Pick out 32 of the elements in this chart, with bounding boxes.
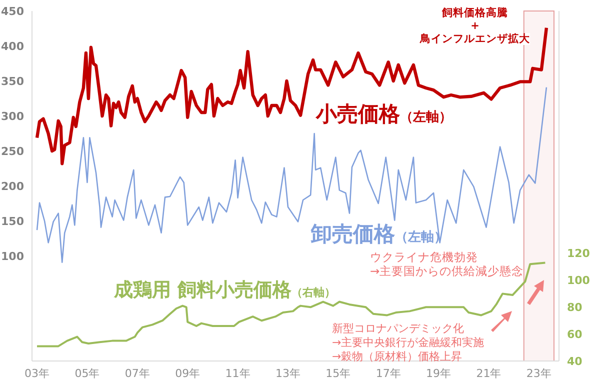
annotation: 新型コロナパンデミック化 →主要中央銀行が金融緩和実施 →穀物（原材料）価格上昇 — [332, 322, 484, 362]
x-tick-label: 11年 — [225, 366, 250, 380]
x-tick-label: 17年 — [376, 366, 401, 380]
x-tick-label: 03年 — [24, 366, 50, 380]
y-tick-label: 250 — [1, 144, 24, 158]
y2-tick-label: 80 — [567, 301, 583, 314]
y-tick-label: 300 — [1, 110, 24, 123]
x-tick-label: 07年 — [124, 366, 150, 380]
y2-tick-label: 120 — [567, 247, 590, 260]
x-tick-label: 21年 — [476, 366, 502, 380]
y-tick-label: 450 — [1, 4, 24, 18]
line-series — [36, 86, 548, 263]
y2-tick-label: 60 — [567, 328, 583, 341]
annotation: ウクライナ危機勃発 →主要国からの供給減少懸念 — [370, 250, 524, 278]
series-label: 小売価格（左軸） — [316, 102, 452, 126]
line-series — [36, 262, 546, 348]
series-label: 卸売価格（左軸） — [311, 222, 447, 246]
y2-tick-label: 40 — [567, 354, 583, 368]
y-tick-label: 150 — [1, 214, 24, 228]
x-tick-label: 09年 — [175, 366, 200, 380]
y2-tick-label: 100 — [567, 274, 590, 288]
x-tick-label: 23年 — [526, 366, 552, 380]
annotation: 飼料価格高騰 + 鳥インフルエンザ拡大 — [420, 7, 530, 46]
y-tick-label: 100 — [1, 250, 24, 263]
y-tick-label: 400 — [1, 40, 24, 53]
x-tick-label: 05年 — [74, 366, 100, 380]
series-label: 成鶏用 飼料小売価格（右軸） — [114, 279, 336, 301]
y-tick-label: 350 — [1, 74, 24, 88]
x-tick-label: 19年 — [426, 366, 452, 380]
x-tick-label: 13年 — [275, 366, 300, 380]
y-tick-label: 200 — [1, 180, 24, 193]
x-tick-label: 15年 — [326, 366, 351, 380]
